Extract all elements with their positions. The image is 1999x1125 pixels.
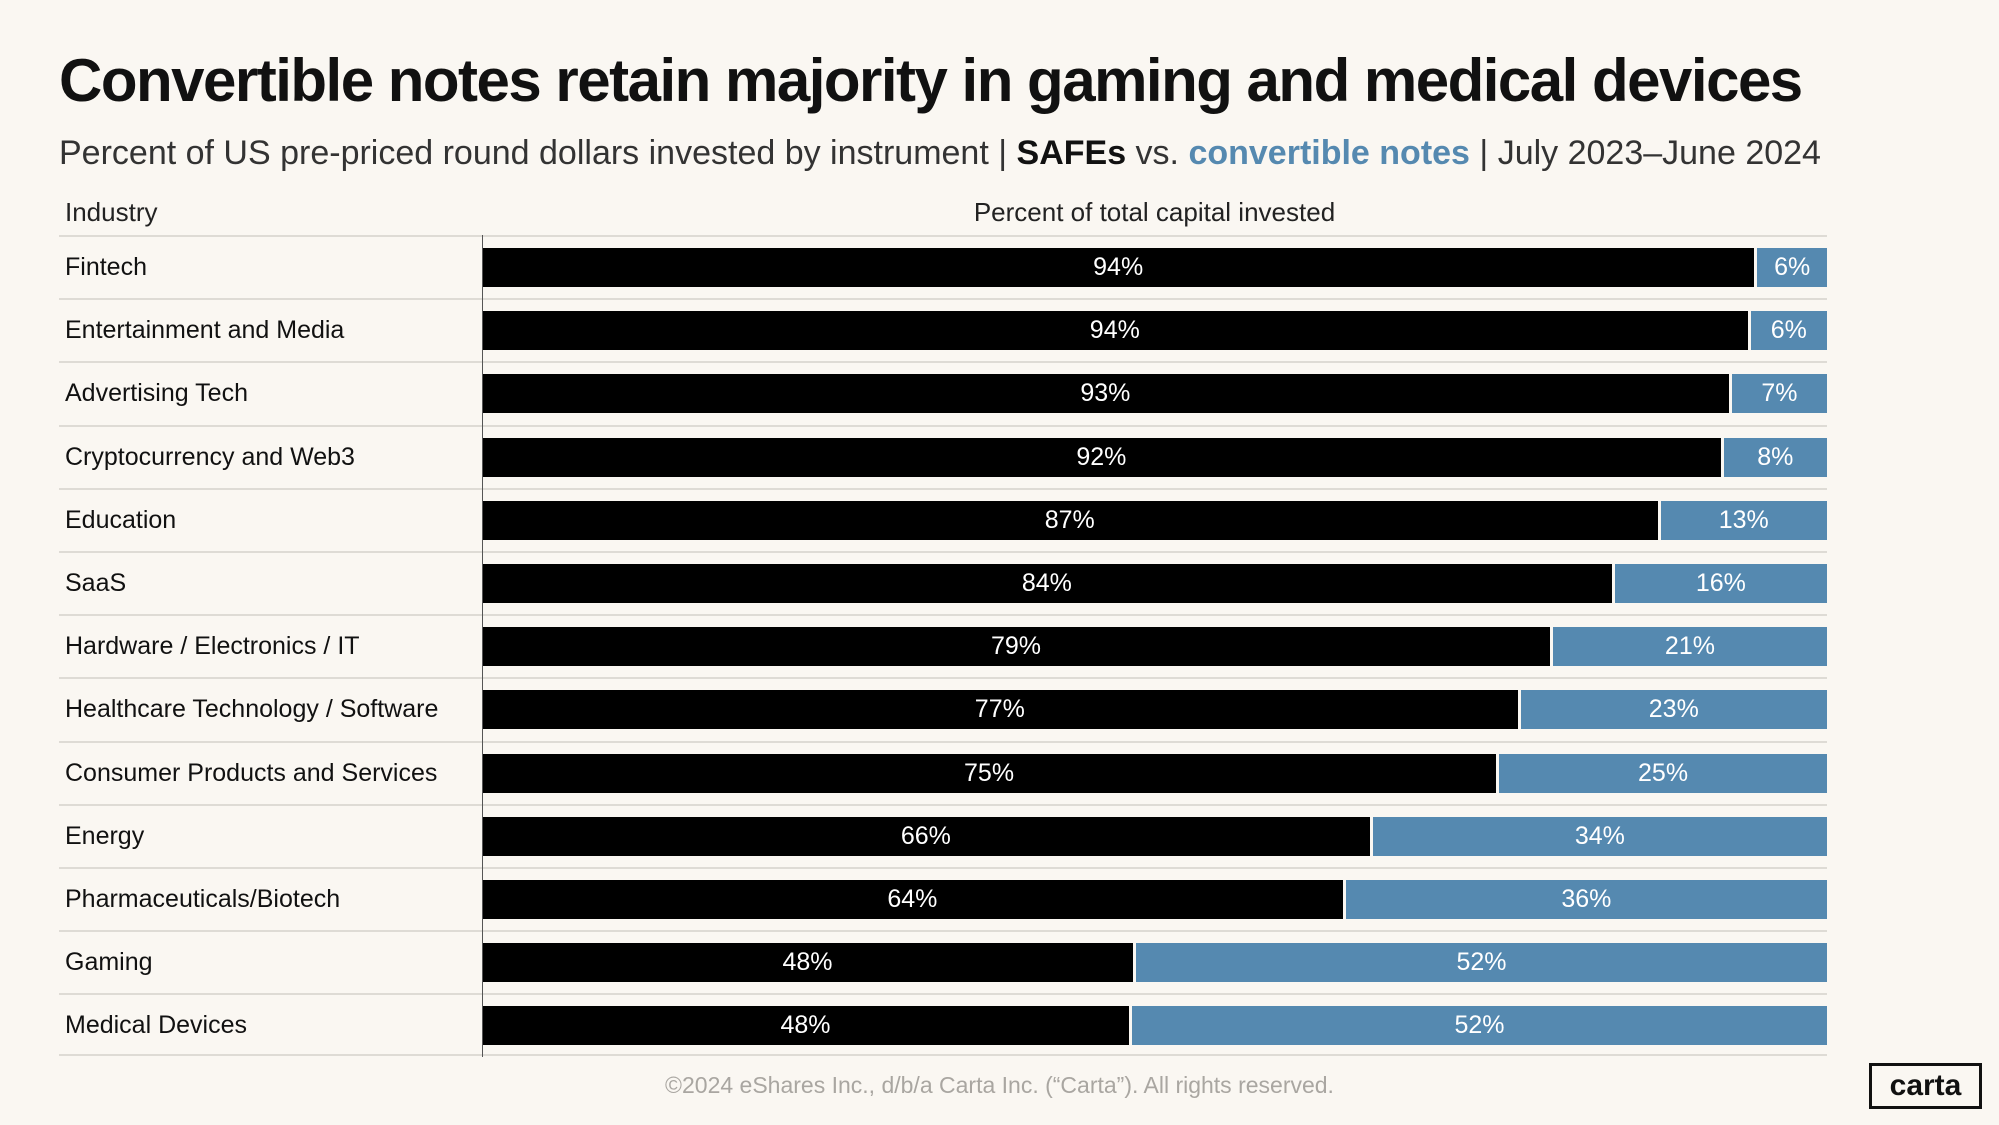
data-label: 94% xyxy=(1093,253,1144,281)
chart-row: Healthcare Technology / Software 77% 23% xyxy=(59,677,1827,740)
bar-safes: 94% xyxy=(482,248,1755,287)
data-label: 34% xyxy=(1574,821,1625,850)
chart-row: Consumer Products and Services 75% 25% xyxy=(59,740,1827,804)
bar-safes: 66% xyxy=(482,816,1370,856)
chart-row: Hardware / Electronics / IT 79% 21% xyxy=(59,614,1827,677)
value-column-header: Percent of total capital invested xyxy=(973,197,1336,227)
category-label: Fintech xyxy=(65,253,147,281)
category-label: Hardware / Electronics / IT xyxy=(65,632,360,661)
category-label: Education xyxy=(65,505,177,534)
chart-subtitle: Percent of US pre-priced round dollars i… xyxy=(59,134,1821,173)
data-label: 21% xyxy=(1664,632,1715,661)
industry-column-header: Industry xyxy=(65,197,158,227)
bar-safes: 79% xyxy=(482,627,1550,667)
subtitle-prefix: Percent of US pre-priced round dollars i… xyxy=(59,134,1017,172)
legend-convertible-notes: convertible notes xyxy=(1188,134,1470,172)
data-label: 48% xyxy=(782,948,833,977)
bar-convertible-notes: 16% xyxy=(1611,563,1827,603)
bar-convertible-notes: 23% xyxy=(1517,690,1827,730)
data-label: 79% xyxy=(990,632,1041,661)
data-label: 52% xyxy=(1456,948,1507,977)
data-label: 64% xyxy=(887,884,938,913)
legend-safes: SAFEs xyxy=(1016,134,1127,172)
logo-text: carta xyxy=(1889,1069,1962,1102)
data-label: 52% xyxy=(1454,1011,1505,1040)
data-label: 13% xyxy=(1718,505,1769,534)
copyright-footer: ©2024 eShares Inc., d/b/a Carta Inc. (“C… xyxy=(665,1072,1334,1098)
bar-convertible-notes: 7% xyxy=(1728,374,1827,414)
bar-safes: 64% xyxy=(482,879,1343,919)
bar-safes: 87% xyxy=(482,500,1658,540)
chart-row: SaaS 84% 16% xyxy=(59,550,1827,614)
chart-row: Entertainment and Media 94% 6% xyxy=(59,298,1827,361)
data-label: 36% xyxy=(1561,884,1612,913)
bar-convertible-notes: 21% xyxy=(1549,627,1827,667)
category-label: Medical Devices xyxy=(65,1011,248,1040)
bar-convertible-notes: 34% xyxy=(1369,816,1827,856)
data-label: 87% xyxy=(1044,505,1095,534)
subtitle-suffix: | July 2023–June 2024 xyxy=(1469,134,1821,172)
category-label: Cryptocurrency and Web3 xyxy=(65,442,355,471)
bar-convertible-notes: 36% xyxy=(1342,879,1827,919)
category-label: Healthcare Technology / Software xyxy=(65,695,439,724)
data-label: 25% xyxy=(1638,758,1689,787)
bar-convertible-notes: 52% xyxy=(1132,943,1827,983)
category-label: Entertainment and Media xyxy=(65,316,345,345)
data-label: 6% xyxy=(1774,253,1811,281)
category-label: Gaming xyxy=(65,948,153,977)
category-label: Consumer Products and Services xyxy=(65,758,438,787)
chart-row: Fintech 94% 6% xyxy=(59,235,1827,298)
bar-safes: 48% xyxy=(482,943,1133,983)
bar-convertible-notes: 13% xyxy=(1657,500,1827,540)
bar-safes: 93% xyxy=(482,374,1729,414)
data-label: 77% xyxy=(974,695,1025,724)
bar-safes: 84% xyxy=(482,563,1612,603)
data-label: 84% xyxy=(1021,568,1072,597)
chart-row: Advertising Tech 93% 7% xyxy=(59,361,1827,424)
bar-convertible-notes: 52% xyxy=(1128,1006,1827,1046)
chart-row: Education 87% 13% xyxy=(59,487,1827,551)
bar-convertible-notes: 25% xyxy=(1496,753,1827,793)
data-label: 6% xyxy=(1770,316,1807,345)
chart-row: Energy 66% 34% xyxy=(59,803,1827,867)
bar-safes: 75% xyxy=(482,753,1497,793)
category-label: SaaS xyxy=(65,568,127,597)
bar-safes: 94% xyxy=(482,311,1748,351)
chart-row: Medical Devices 48% 52% xyxy=(59,993,1827,1057)
bar-safes: 77% xyxy=(482,690,1518,730)
data-label: 23% xyxy=(1648,695,1699,724)
chart-row: Gaming 48% 52% xyxy=(59,930,1827,993)
chart-rows: Fintech 94% 6% Entertainment and Media 94% 6%… xyxy=(59,235,1827,1057)
chart-row: Cryptocurrency and Web3 92% 8% xyxy=(59,424,1827,488)
axis-line xyxy=(482,235,483,1057)
carta-logo: carta xyxy=(1869,1063,1982,1109)
bar-convertible-notes: 6% xyxy=(1754,248,1827,287)
bar-convertible-notes: 6% xyxy=(1747,311,1827,351)
data-label: 66% xyxy=(900,821,951,850)
category-label: Energy xyxy=(65,821,145,850)
data-label: 94% xyxy=(1089,316,1140,345)
data-label: 93% xyxy=(1080,379,1131,408)
bar-safes: 48% xyxy=(482,1006,1129,1046)
chart-row: Pharmaceuticals/Biotech 64% 36% xyxy=(59,866,1827,930)
data-label: 75% xyxy=(964,758,1015,787)
category-label: Pharmaceuticals/Biotech xyxy=(65,884,341,913)
data-label: 16% xyxy=(1695,568,1746,597)
data-label: 8% xyxy=(1757,442,1794,471)
data-label: 92% xyxy=(1076,442,1127,471)
chart-title: Convertible notes retain majority in gam… xyxy=(59,47,1803,114)
data-label: 7% xyxy=(1761,379,1798,408)
bar-convertible-notes: 8% xyxy=(1720,437,1827,477)
data-label: 48% xyxy=(780,1011,831,1040)
bar-safes: 92% xyxy=(482,437,1721,477)
category-label: Advertising Tech xyxy=(65,379,248,408)
subtitle-vs: vs. xyxy=(1126,134,1189,172)
